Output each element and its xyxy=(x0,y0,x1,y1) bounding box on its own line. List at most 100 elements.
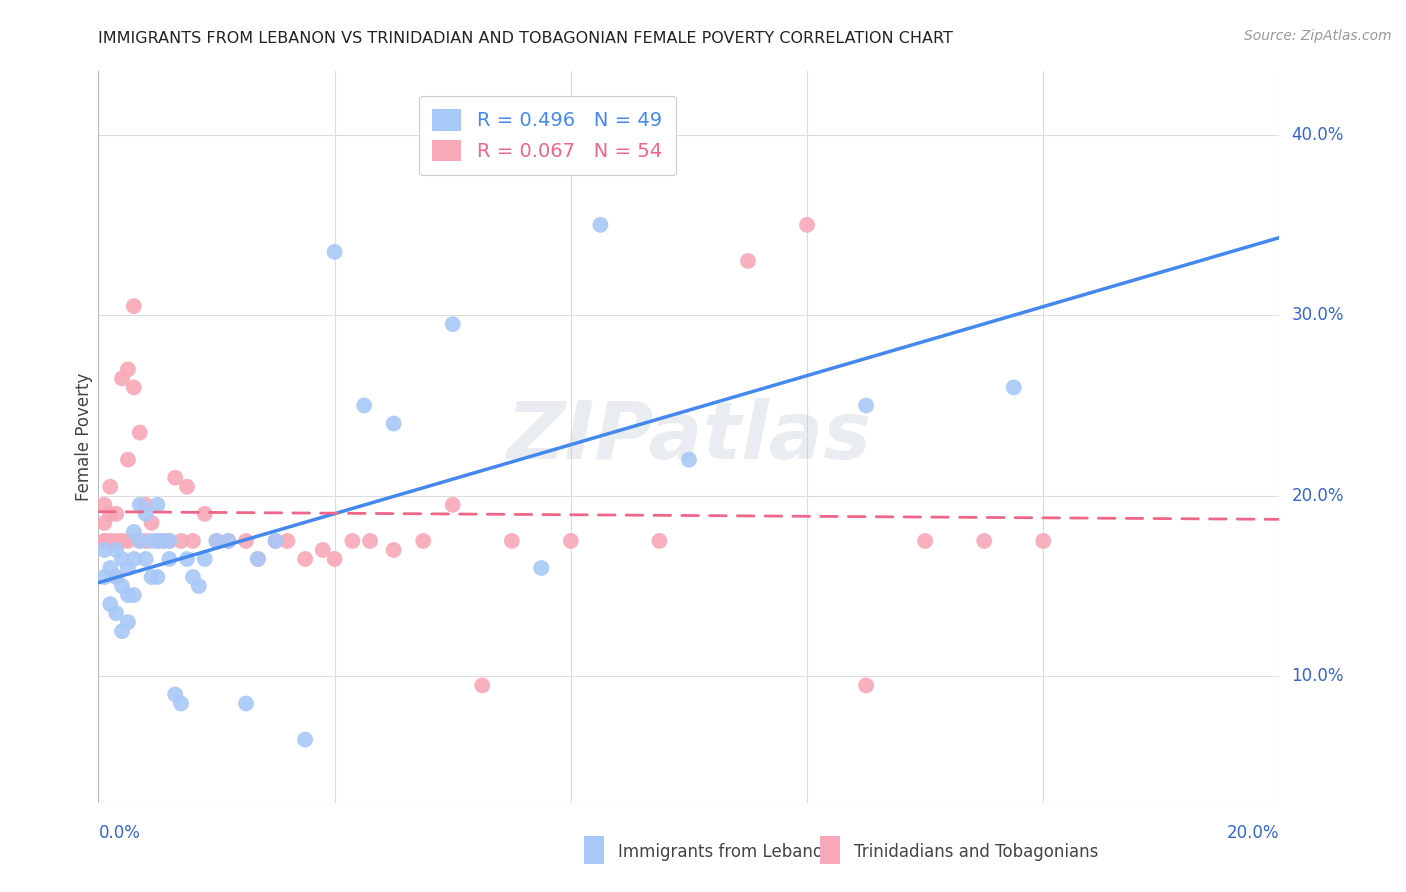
Point xyxy=(152,533,174,548)
Point xyxy=(205,533,228,548)
Point xyxy=(111,552,134,566)
Text: 10.0%: 10.0% xyxy=(1291,667,1344,685)
Point xyxy=(194,552,217,566)
Point xyxy=(93,533,115,548)
Point xyxy=(135,552,157,566)
Point xyxy=(855,399,877,413)
Point xyxy=(146,498,169,512)
Text: IMMIGRANTS FROM LEBANON VS TRINIDADIAN AND TOBAGONIAN FEMALE POVERTY CORRELATION: IMMIGRANTS FROM LEBANON VS TRINIDADIAN A… xyxy=(98,31,953,46)
Point xyxy=(93,543,115,558)
Point xyxy=(98,507,121,521)
Point xyxy=(235,533,257,548)
Point xyxy=(93,498,115,512)
Text: Source: ZipAtlas.com: Source: ZipAtlas.com xyxy=(1244,29,1392,43)
Point xyxy=(855,678,877,692)
Point xyxy=(111,533,134,548)
Point xyxy=(217,533,239,548)
Point xyxy=(141,570,163,584)
Point xyxy=(117,615,139,630)
Point xyxy=(176,480,198,494)
Point xyxy=(796,218,818,232)
Point xyxy=(117,533,139,548)
Point xyxy=(105,570,128,584)
Point xyxy=(152,533,174,548)
Point xyxy=(264,533,287,548)
Text: 0.0%: 0.0% xyxy=(98,824,141,842)
Point xyxy=(146,533,169,548)
Point xyxy=(382,417,405,431)
Point xyxy=(122,552,145,566)
Point xyxy=(122,524,145,539)
Point xyxy=(98,480,121,494)
Text: 40.0%: 40.0% xyxy=(1291,126,1344,144)
Text: Trinidadians and Tobagonians: Trinidadians and Tobagonians xyxy=(855,843,1098,861)
Point xyxy=(589,218,612,232)
Point xyxy=(105,543,128,558)
Point xyxy=(98,561,121,575)
Point xyxy=(342,533,364,548)
Point xyxy=(441,317,464,331)
Point xyxy=(1032,533,1054,548)
Point xyxy=(117,452,139,467)
Point xyxy=(648,533,671,548)
Point xyxy=(973,533,995,548)
Point xyxy=(128,533,150,548)
Point xyxy=(146,533,169,548)
Point xyxy=(560,533,582,548)
Point xyxy=(914,533,936,548)
Point xyxy=(135,533,157,548)
Point xyxy=(323,244,346,259)
Point xyxy=(117,588,139,602)
Point xyxy=(412,533,434,548)
Point xyxy=(382,543,405,558)
Legend: R = 0.496   N = 49, R = 0.067   N = 54: R = 0.496 N = 49, R = 0.067 N = 54 xyxy=(419,95,676,175)
Point xyxy=(1002,380,1025,394)
Point xyxy=(530,561,553,575)
Point xyxy=(135,507,157,521)
Point xyxy=(157,552,180,566)
Text: ZIPatlas: ZIPatlas xyxy=(506,398,872,476)
Point xyxy=(128,533,150,548)
Point xyxy=(111,371,134,385)
Point xyxy=(122,299,145,313)
Point xyxy=(117,362,139,376)
Point xyxy=(111,624,134,639)
Point xyxy=(93,516,115,530)
Point xyxy=(117,561,139,575)
Point xyxy=(105,570,128,584)
Point xyxy=(157,533,180,548)
Point xyxy=(294,552,316,566)
Point xyxy=(93,570,115,584)
Point xyxy=(323,552,346,566)
Text: 20.0%: 20.0% xyxy=(1291,487,1344,505)
Text: 20.0%: 20.0% xyxy=(1227,824,1279,842)
Point xyxy=(235,697,257,711)
Point xyxy=(501,533,523,548)
Point xyxy=(105,507,128,521)
Point xyxy=(441,498,464,512)
Point xyxy=(181,570,204,584)
Point xyxy=(359,533,381,548)
Point xyxy=(187,579,209,593)
Point xyxy=(181,533,204,548)
Point xyxy=(122,588,145,602)
Point xyxy=(312,543,335,558)
Point xyxy=(135,498,157,512)
Point xyxy=(471,678,494,692)
Text: 30.0%: 30.0% xyxy=(1291,306,1344,324)
Point xyxy=(194,507,217,521)
Point xyxy=(205,533,228,548)
Point xyxy=(146,570,169,584)
Point xyxy=(176,552,198,566)
Point xyxy=(294,732,316,747)
Point xyxy=(141,533,163,548)
Point xyxy=(165,471,187,485)
Point xyxy=(678,452,700,467)
Point xyxy=(276,533,298,548)
Point xyxy=(264,533,287,548)
Point xyxy=(170,697,193,711)
Point xyxy=(128,498,150,512)
Point xyxy=(128,425,150,440)
Point xyxy=(141,516,163,530)
Point xyxy=(157,533,180,548)
